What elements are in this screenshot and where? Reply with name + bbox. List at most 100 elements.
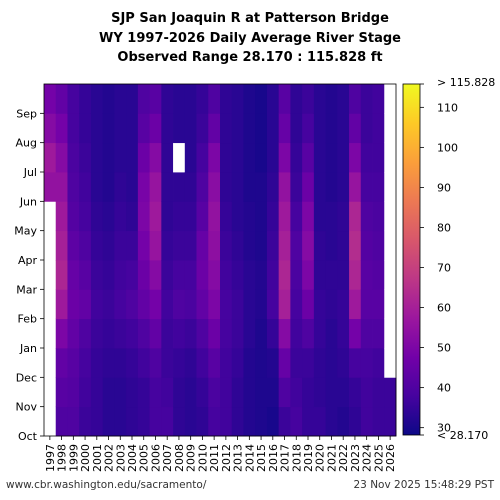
cell-1997-mar bbox=[44, 260, 57, 290]
cell-2014-feb bbox=[243, 289, 256, 320]
cell-2023-aug bbox=[349, 113, 362, 144]
x-tick-label: 2005 bbox=[138, 444, 151, 472]
y-tick-label: May bbox=[14, 225, 37, 238]
cell-2016-nov bbox=[266, 377, 280, 408]
cell-2023-dec bbox=[349, 348, 362, 378]
x-tick-label: 1999 bbox=[67, 444, 80, 472]
x-axis: 1997199819992000200120022003200420052006… bbox=[44, 436, 397, 472]
cell-2005-mar bbox=[137, 260, 150, 290]
cell-2020-jul bbox=[313, 142, 326, 173]
cell-1998-jul bbox=[55, 142, 68, 173]
cell-2009-jan bbox=[184, 318, 197, 349]
chart-title-line-1: SJP San Joaquin R at Patterson Bridge bbox=[111, 11, 389, 26]
cell-2024-sep bbox=[360, 84, 373, 114]
cell-2001-jun bbox=[90, 172, 104, 202]
cell-2024-jun bbox=[360, 172, 373, 202]
cell-1998-aug bbox=[55, 113, 68, 144]
source-url[interactable]: www.cbr.washington.edu/sacramento/ bbox=[6, 479, 207, 491]
cell-2003-apr bbox=[114, 230, 127, 261]
cell-2008-dec bbox=[173, 348, 186, 378]
cell-2025-nov bbox=[372, 377, 385, 408]
colorbar-top-label: > 115.828 bbox=[437, 76, 495, 89]
cell-2008-sep bbox=[173, 84, 186, 114]
cell-2010-feb bbox=[196, 289, 209, 320]
cell-2013-feb bbox=[231, 289, 244, 320]
cell-2022-feb bbox=[337, 289, 350, 320]
cell-2004-aug bbox=[126, 113, 139, 144]
x-tick-label: 1997 bbox=[44, 444, 57, 472]
cell-2009-apr bbox=[184, 230, 197, 261]
cell-1997-feb bbox=[44, 289, 57, 320]
cell-2012-dec bbox=[220, 348, 233, 378]
cell-2020-nov bbox=[313, 377, 326, 408]
cell-2006-mar bbox=[149, 260, 162, 290]
cell-2012-jun bbox=[220, 172, 233, 202]
x-tick-label: 2006 bbox=[149, 444, 162, 472]
cell-2004-dec bbox=[126, 348, 139, 378]
cell-2000-may bbox=[79, 201, 92, 232]
x-tick-label: 2024 bbox=[361, 444, 374, 472]
cell-2026-sep bbox=[384, 84, 397, 114]
cell-1999-sep bbox=[67, 84, 80, 114]
cell-1997-oct bbox=[44, 406, 57, 437]
cell-2020-mar bbox=[313, 260, 326, 290]
cell-2008-feb bbox=[173, 289, 186, 320]
cell-2017-oct bbox=[278, 406, 291, 437]
cell-2010-may bbox=[196, 201, 209, 232]
cell-2014-jul bbox=[243, 142, 256, 173]
cell-2014-nov bbox=[243, 377, 256, 408]
colorbar-tick-label: 90 bbox=[437, 181, 451, 194]
cell-2002-oct bbox=[102, 406, 115, 437]
x-tick-label: 2012 bbox=[220, 444, 233, 472]
cell-2023-jun bbox=[349, 172, 362, 202]
cell-2014-may bbox=[243, 201, 256, 232]
cell-1997-sep bbox=[44, 84, 57, 114]
cell-2001-dec bbox=[90, 348, 104, 378]
y-tick-label: Jun bbox=[19, 195, 37, 208]
x-tick-label: 1998 bbox=[56, 444, 69, 472]
cell-2020-oct bbox=[313, 406, 326, 437]
x-tick-label: 2025 bbox=[372, 444, 385, 472]
cell-1998-jun bbox=[55, 172, 68, 202]
cell-2006-dec bbox=[149, 348, 162, 378]
x-tick-label: 2020 bbox=[314, 444, 327, 472]
cell-2013-aug bbox=[231, 113, 244, 144]
cell-2026-feb bbox=[384, 289, 397, 320]
cell-2005-dec bbox=[137, 348, 150, 378]
cell-2001-jul bbox=[90, 142, 104, 173]
cell-2015-oct bbox=[255, 406, 268, 437]
x-tick-label: 2026 bbox=[384, 444, 397, 472]
cell-2015-jun bbox=[255, 172, 268, 202]
cell-2015-apr bbox=[255, 230, 268, 261]
cell-2013-jul bbox=[231, 142, 244, 173]
cell-2013-jan bbox=[231, 318, 244, 349]
cell-2012-jul bbox=[220, 142, 233, 173]
colorbar-tick-label: 50 bbox=[437, 342, 451, 355]
cell-2024-feb bbox=[360, 289, 373, 320]
cell-1999-may bbox=[67, 201, 80, 232]
cell-2011-jan bbox=[208, 318, 221, 349]
cell-2021-feb bbox=[325, 289, 338, 320]
cell-2022-nov bbox=[337, 377, 350, 408]
colorbar: 30 40 50 60 70 80 90 100 110 > 115.828 < 28.170 bbox=[402, 76, 495, 442]
cell-2017-may bbox=[278, 201, 291, 232]
cell-2006-feb bbox=[149, 289, 162, 320]
cell-2018-may bbox=[290, 201, 303, 232]
cell-2015-aug bbox=[255, 113, 268, 144]
cell-2006-jan bbox=[149, 318, 162, 349]
cell-2016-jun bbox=[266, 172, 280, 202]
cell-2025-oct bbox=[372, 406, 385, 437]
cell-2000-jul bbox=[79, 142, 92, 173]
cell-2011-sep bbox=[208, 84, 221, 114]
cell-2009-aug bbox=[184, 113, 197, 144]
cell-2022-may bbox=[337, 201, 350, 232]
cell-2016-dec bbox=[266, 348, 280, 378]
cell-2012-mar bbox=[220, 260, 233, 290]
cell-2000-jan bbox=[79, 318, 92, 349]
x-tick-label: 2022 bbox=[337, 444, 350, 472]
cell-2011-nov bbox=[208, 377, 221, 408]
cell-2001-apr bbox=[90, 230, 104, 261]
cell-2007-oct bbox=[161, 406, 174, 437]
cell-2013-sep bbox=[231, 84, 244, 114]
cell-2011-dec bbox=[208, 348, 221, 378]
